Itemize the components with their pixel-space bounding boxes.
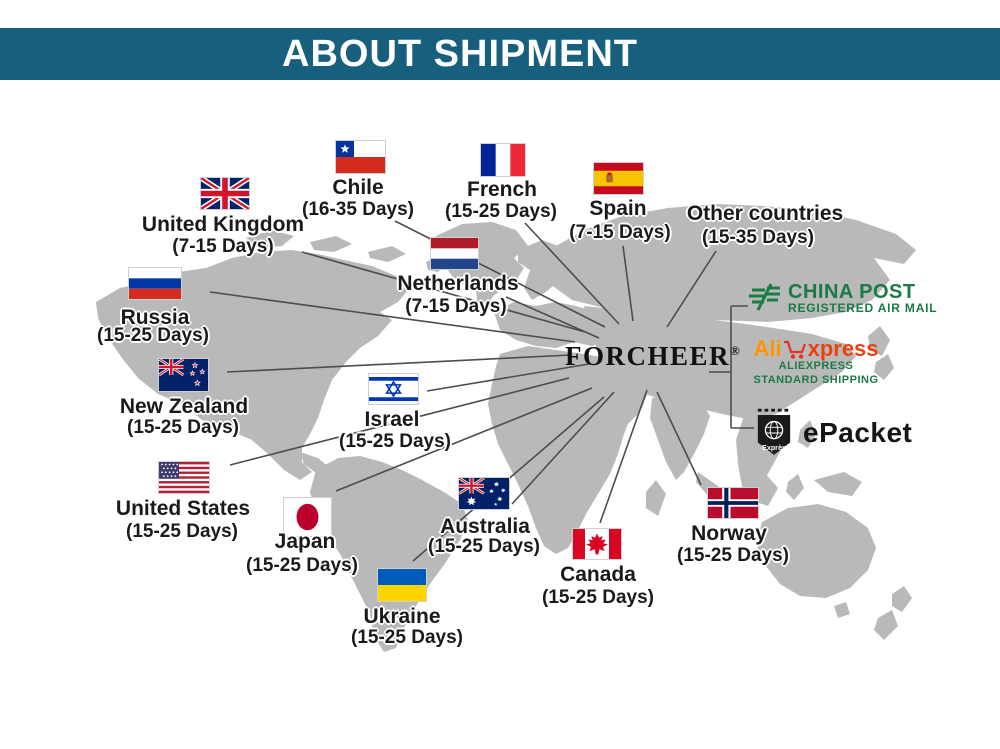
country-name-new-zealand: New Zealand: [119, 395, 249, 418]
china-post-subtitle: REGISTERED AIR MAIL: [788, 301, 938, 315]
china-post-title: CHINA POST: [788, 281, 916, 303]
country-name-chile: Chile: [332, 176, 384, 199]
flag-united-states-icon: [158, 461, 210, 494]
country-days-japan: (15-25 Days): [246, 555, 358, 576]
aliexpress-line1: ALIEXPRESS: [778, 360, 854, 372]
connector-line: [209, 291, 576, 343]
country-name-japan: Japan: [274, 530, 336, 553]
country-days-russia: (15-25 Days): [97, 325, 209, 346]
flag-chile-icon: [335, 140, 386, 174]
country-days-norway: (15-25 Days): [677, 545, 789, 566]
country-name-russia: Russia: [120, 306, 190, 329]
country-name-norway: Norway: [691, 522, 767, 545]
china-post-logo: CHINA POST REGISTERED AIR MAIL: [746, 282, 937, 315]
country-days-other-countries: (15-35 Days): [702, 227, 814, 248]
country-days-chile: (16-35 Days): [302, 199, 414, 220]
flag-australia-icon: [458, 477, 510, 510]
connector-line: [229, 377, 570, 466]
country-name-french: French: [466, 178, 538, 201]
flag-uk-icon: [200, 177, 250, 210]
epacket-shield-icon: Exprès: [757, 408, 791, 455]
connector-line: [226, 354, 572, 373]
cart-icon: [783, 340, 806, 359]
aliexpress-brand-ali: Ali: [753, 336, 782, 361]
connector-line: [524, 222, 620, 325]
connector-line: [505, 296, 600, 339]
connector-line: [301, 251, 586, 333]
flag-russia-icon: [128, 267, 182, 300]
country-days-uk: (7-15 Days): [172, 236, 274, 257]
country-name-spain: Spain: [589, 197, 647, 220]
brand-logo: FORCHEER®: [565, 341, 740, 372]
country-days-netherlands: (7-15 Days): [405, 296, 507, 317]
flag-japan-icon: [283, 497, 332, 537]
country-days-french: (15-25 Days): [445, 201, 557, 222]
flag-canada-icon: [572, 528, 622, 560]
country-days-spain: (7-15 Days): [569, 222, 671, 243]
flag-israel-icon: [368, 373, 419, 405]
flag-spain-icon: [593, 162, 644, 195]
country-name-uk: United Kingdom: [141, 213, 305, 236]
connector-line: [666, 250, 717, 328]
brand-name: FORCHEER: [565, 341, 731, 371]
country-name-canada: Canada: [560, 563, 636, 586]
page-title: ABOUT SHIPMENT: [282, 32, 638, 75]
country-days-israel: (15-25 Days): [339, 431, 451, 452]
country-days-australia: (15-25 Days): [428, 536, 540, 557]
flag-ukraine-icon: [377, 568, 427, 602]
connector-line: [335, 387, 593, 492]
china-post-icon: [749, 283, 780, 311]
country-name-israel: Israel: [364, 408, 420, 431]
header-bar: ABOUT SHIPMENT: [0, 28, 1000, 80]
aliexpress-line2: STANDARD SHIPPING: [753, 373, 879, 386]
country-name-australia: Australia: [440, 515, 530, 538]
connector-line: [622, 245, 634, 322]
country-name-ukraine: Ukraine: [363, 605, 441, 628]
aliexpress-logo: Ali xpress ALIEXPRESS STANDARD SHIPPING: [750, 338, 882, 388]
connector-line: [511, 391, 615, 505]
epacket-logo: Exprès ePacket: [755, 408, 912, 458]
connector-line: [599, 389, 648, 524]
aliexpress-brand-rest: xpress: [807, 336, 879, 361]
country-days-canada: (15-25 Days): [542, 587, 654, 608]
flag-netherlands-icon: [430, 237, 479, 270]
flag-french-icon: [480, 143, 526, 177]
country-name-netherlands: Netherlands: [397, 272, 519, 295]
connector-line: [426, 363, 590, 392]
epacket-label: ePacket: [803, 417, 913, 448]
country-days-ukraine: (15-25 Days): [351, 627, 463, 648]
flag-new-zealand-icon: [158, 358, 209, 392]
country-days-new-zealand: (15-25 Days): [127, 417, 239, 438]
flag-norway-icon: [707, 487, 759, 519]
country-name-united-states: United States: [115, 497, 251, 520]
connector-lines: [209, 220, 754, 562]
registered-mark: ®: [730, 343, 740, 358]
country-name-other-countries: Other countries: [686, 202, 844, 225]
connector-line: [656, 391, 702, 486]
country-days-united-states: (15-25 Days): [126, 521, 238, 542]
epacket-shield-text: Exprès: [762, 444, 786, 452]
